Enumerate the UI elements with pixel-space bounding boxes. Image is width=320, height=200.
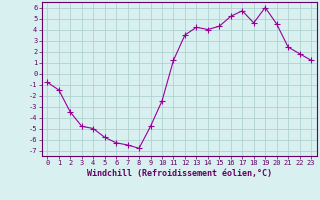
X-axis label: Windchill (Refroidissement éolien,°C): Windchill (Refroidissement éolien,°C) — [87, 169, 272, 178]
